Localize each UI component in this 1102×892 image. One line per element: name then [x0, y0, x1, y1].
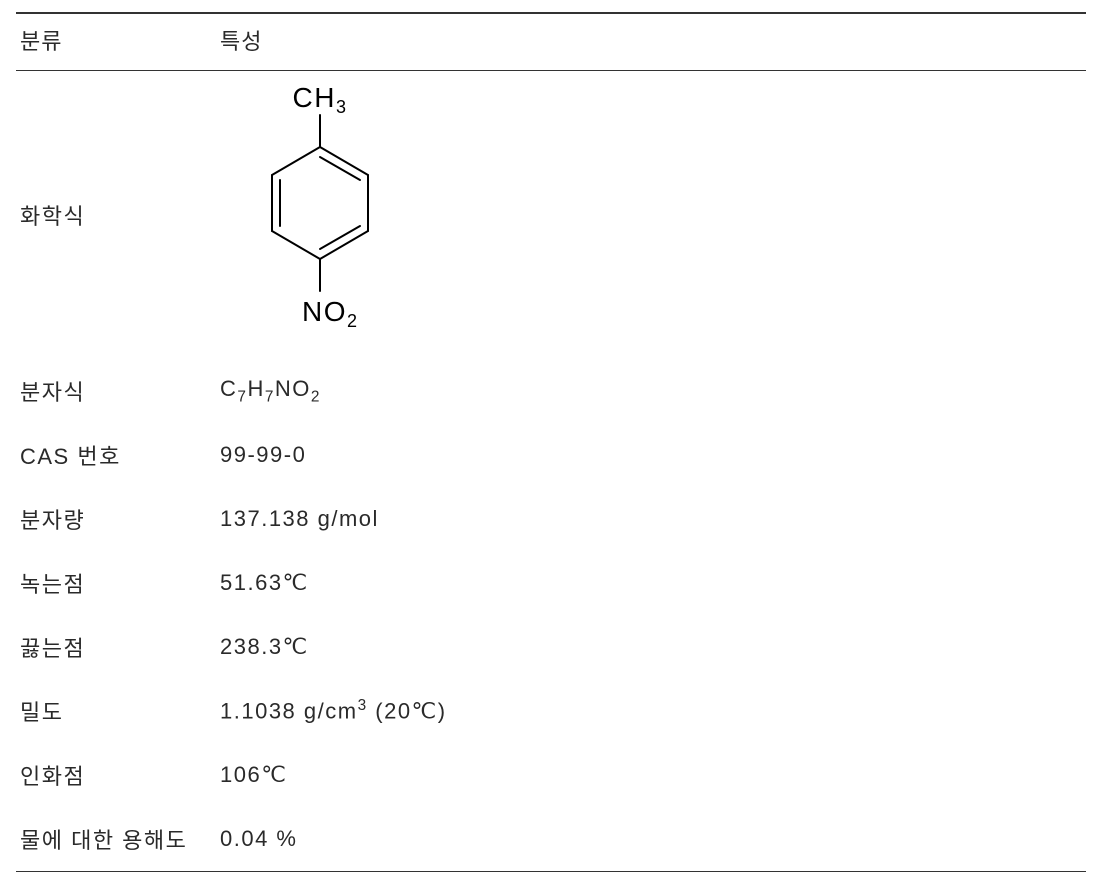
- row-density: 밀도 1.1038 g/cm3 (20℃): [16, 679, 1086, 743]
- label-density: 밀도: [16, 679, 216, 743]
- label-bp: 끓는점: [16, 615, 216, 679]
- properties-table: 분류 특성 화학식 CH3 NO2 분자식 C7H7NO2 CAS 번호 99-9…: [16, 12, 1086, 872]
- header-col2: 특성: [216, 13, 1086, 71]
- header-col1: 분류: [16, 13, 216, 71]
- value-solubility: 0.04 %: [216, 807, 1086, 872]
- label-chem-formula: 화학식: [16, 71, 216, 360]
- molecule-structure-icon: CH3 NO2: [220, 77, 420, 347]
- row-mw: 분자량 137.138 g/mol: [16, 487, 1086, 551]
- row-cas: CAS 번호 99-99-0: [16, 423, 1086, 487]
- value-mp: 51.63℃: [216, 551, 1086, 615]
- svg-text:CH3: CH3: [293, 82, 348, 117]
- value-bp: 238.3℃: [216, 615, 1086, 679]
- label-flash: 인화점: [16, 743, 216, 807]
- value-flash: 106℃: [216, 743, 1086, 807]
- label-mw: 분자량: [16, 487, 216, 551]
- value-density: 1.1038 g/cm3 (20℃): [216, 679, 1086, 743]
- row-flash: 인화점 106℃: [16, 743, 1086, 807]
- value-mol-formula: C7H7NO2: [216, 359, 1086, 423]
- label-mol-formula: 분자식: [16, 359, 216, 423]
- label-mp: 녹는점: [16, 551, 216, 615]
- label-solubility: 물에 대한 용해도: [16, 807, 216, 872]
- row-mol-formula: 분자식 C7H7NO2: [16, 359, 1086, 423]
- row-solubility: 물에 대한 용해도 0.04 %: [16, 807, 1086, 872]
- svg-text:NO2: NO2: [302, 296, 359, 331]
- row-bp: 끓는점 238.3℃: [16, 615, 1086, 679]
- label-cas: CAS 번호: [16, 423, 216, 487]
- row-chem-formula: 화학식 CH3 NO2: [16, 71, 1086, 360]
- header-row: 분류 특성: [16, 13, 1086, 71]
- row-mp: 녹는점 51.63℃: [16, 551, 1086, 615]
- value-mw: 137.138 g/mol: [216, 487, 1086, 551]
- value-chem-structure: CH3 NO2: [216, 71, 1086, 360]
- value-cas: 99-99-0: [216, 423, 1086, 487]
